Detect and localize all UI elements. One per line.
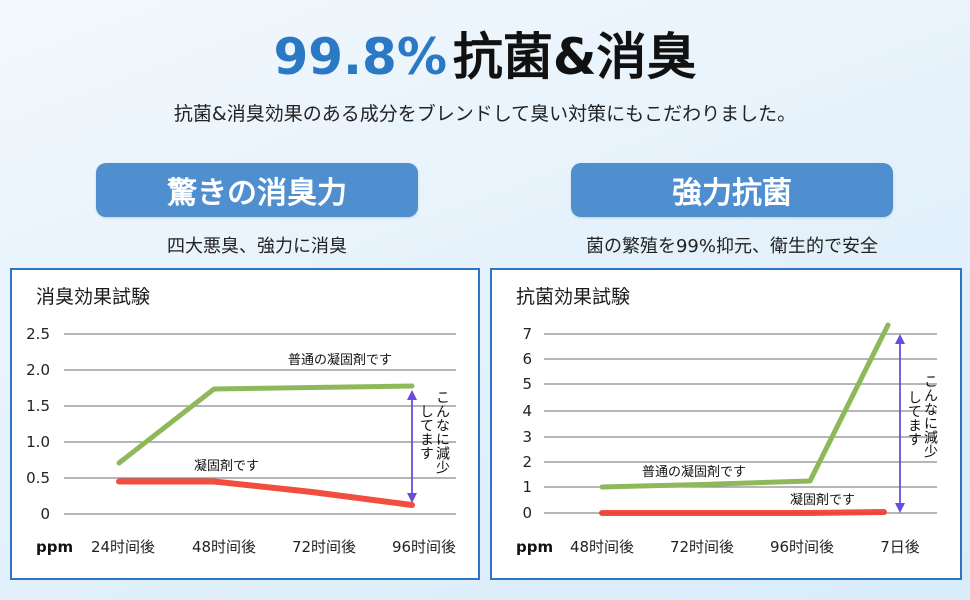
chart-text: 96时间後 <box>770 538 834 556</box>
gridlines <box>64 333 456 515</box>
page-subtitle: 抗菌&消臭効果のある成分をブレンドして臭い対策にもこだわりました。 <box>173 103 797 125</box>
difference-arrow-part <box>407 390 417 400</box>
green-series-label: 普通の凝固剤です <box>642 464 746 480</box>
chart-text: 5 <box>522 375 532 393</box>
deodorize-chart-panel: 消臭効果試験 2.5 2.0 1.5 1.0 0.5 0 普通の凝固剤です 凝固… <box>10 268 480 580</box>
chart-text: 0 <box>40 505 50 523</box>
difference-arrow-part <box>895 334 905 344</box>
chart-text: してます <box>906 390 922 446</box>
chart-text: 48时间後 <box>570 538 634 556</box>
antibacterial-line-chart: 7 6 5 4 3 2 1 0 普通の凝固剤です 凝固剤です こんなに減少 して… <box>516 322 938 556</box>
x-axis-ticks: 48时间後 72时间後 96时间後 7日後 <box>570 538 920 556</box>
red-series-label: 凝固剤です <box>194 458 259 474</box>
green-series-line <box>116 383 415 466</box>
chart-text: 2 <box>522 453 532 471</box>
difference-arrow <box>407 390 417 503</box>
chart-title: 消臭効果試験 <box>36 286 151 308</box>
headline-title: 抗菌&消臭 <box>452 28 697 86</box>
page-headline: 99.8% 抗菌&消臭 <box>0 22 970 92</box>
chart-text: 1.0 <box>26 433 50 451</box>
chart-text: 0 <box>522 504 532 522</box>
chart-text: 72时间後 <box>292 538 356 556</box>
chart-text: 0.5 <box>26 469 50 487</box>
chart-text: 2.0 <box>26 361 50 379</box>
green-series-label: 普通の凝固剤です <box>288 352 392 368</box>
chart-title: 抗菌効果試験 <box>516 286 631 308</box>
chart-text: 4 <box>522 402 532 420</box>
chart-text: 6 <box>522 350 532 368</box>
chart-text: 3 <box>522 428 532 446</box>
red-series-line <box>599 509 887 516</box>
antibacterial-chart-panel: 抗菌効果試験 7 6 5 4 3 2 1 0 普通の凝固剤です 凝固剤です <box>490 268 962 580</box>
deodorize-badge: 驚きの消臭力 <box>96 163 418 217</box>
y-axis-ticks: 7 6 5 4 3 2 1 0 <box>522 325 532 522</box>
red-series-label: 凝固剤です <box>790 492 855 508</box>
y-unit-label: ppm <box>36 538 73 556</box>
antibacterial-badge: 強力抗菌 <box>571 163 893 217</box>
deodorize-tagline: 四大悪臭、強力に消臭 <box>167 236 347 257</box>
chart-text: してます <box>418 404 434 460</box>
y-unit-label: ppm <box>516 538 553 556</box>
chart-text: 96时间後 <box>392 538 456 556</box>
chart-text: 2.5 <box>26 325 50 343</box>
chart-text: 7日後 <box>880 538 920 556</box>
deodorize-line-chart: 2.5 2.0 1.5 1.0 0.5 0 普通の凝固剤です 凝固剤です こんな… <box>26 325 456 556</box>
chart-text: 1.5 <box>26 397 50 415</box>
chart-text: 7 <box>522 325 532 343</box>
chart-text: 24时间後 <box>91 538 155 556</box>
y-axis-ticks: 2.5 2.0 1.5 1.0 0.5 0 <box>26 325 50 523</box>
chart-text: 1 <box>522 478 532 496</box>
difference-arrow-part <box>407 493 417 503</box>
x-axis-ticks: 24时间後 48时间後 72时间後 96时间後 <box>91 538 456 556</box>
chart-text: こんなに減少 <box>434 390 450 474</box>
annotation-text: こんなに減少 してます <box>906 374 938 458</box>
chart-text: 48时间後 <box>192 538 256 556</box>
green-series-line <box>599 322 891 490</box>
difference-arrow <box>895 334 905 513</box>
difference-arrow-part <box>895 503 905 513</box>
chart-text: こんなに減少 <box>922 374 938 458</box>
headline-percent: 99.8% <box>273 28 447 86</box>
chart-text: 72时间後 <box>670 538 734 556</box>
red-series-line <box>116 478 415 508</box>
annotation-text: こんなに減少 してます <box>418 390 450 474</box>
antibacterial-tagline: 菌の繁殖を99%抑元、衛生的で安全 <box>585 236 878 257</box>
